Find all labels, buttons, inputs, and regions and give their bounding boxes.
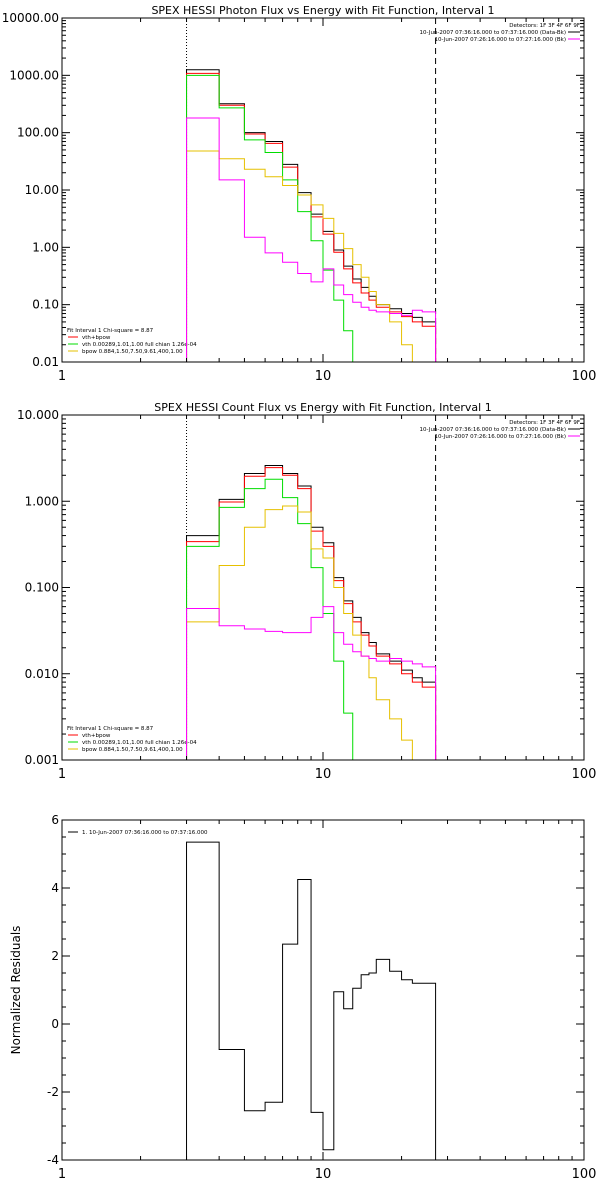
y-tick-label: 10.000 [17,408,59,422]
y-tick-label: 1.00 [32,240,59,254]
background_series-series-line [186,606,437,760]
y-tick-label: 0.100 [25,581,59,595]
y-tick-label: 10.00 [25,183,59,197]
y-tick-label: 0.10 [32,298,59,312]
count-data-interval-label: 10-Jun-2007 07:36:16.000 to 07:37:16.000… [420,427,566,433]
count-header-info: Detectors: 1F 3F 4F 6F 9F 10-Jun-2007 07… [420,420,580,440]
count-legend-item: vth 0.00289,1.01,1.00 full chian 1.26e-0… [82,740,197,746]
total-series-line [186,841,437,1160]
residuals-legend-item: 1. 10-Jun-2007 07:36:16.000 to 07:37:16.… [82,830,208,836]
y-tick-label: 0.01 [32,355,59,369]
x-tick-label: 1 [58,369,66,384]
y-tick-label: 1.000 [25,494,59,508]
photon-background-interval-label: 10-Jun-2007 07:26:16.000 to 07:27:16.000… [434,37,566,43]
count-chart-title: SPEX HESSI Count Flux vs Energy with Fit… [154,401,491,414]
bpow-series-line [186,150,437,362]
photon-x-tick-labels: 1 10 100 [58,369,597,384]
x-tick-label: 1 [58,1167,66,1182]
background_series-series-line [186,117,437,362]
photon-legend-heading: Fit Interval 1 Chi-square = 8.87 [67,328,154,334]
y-tick-label: 0.001 [25,753,59,767]
series-group [186,464,437,760]
photon-y-tick-labels: 0.01 0.10 1.00 10.00 100.00 1000.00 10000.00 [2,11,59,369]
x-tick-label: 100 [572,1167,597,1182]
bpow-series-line [186,505,437,760]
x-tick-label: 10 [315,369,332,384]
x-tick-label: 10 [315,767,332,782]
residuals-panel: Normalized Residuals -4 -2 0 2 4 6 1 10 100 1. … [9,813,596,1182]
x-tick-label: 100 [572,369,597,384]
y-tick-label: 0.010 [25,667,59,681]
residuals-legend: 1. 10-Jun-2007 07:36:16.000 to 07:37:16.… [68,830,208,836]
y-tick-label: 2 [51,949,59,963]
photon-legend-item: bpow 0.884,1.50,7.50,9.61,400,1.00 [82,349,183,355]
photon-chart-title: SPEX HESSI Photon Flux vs Energy with Fi… [151,4,494,17]
count-legend-item: bpow 0.884,1.50,7.50,9.61,400,1.00 [82,747,183,753]
photon-header-info: Detectors: 1F 3F 4F 6F 9F 10-Jun-2007 07… [420,23,580,43]
y-tick-label: 1000.00 [9,68,59,82]
photon-data-interval-label: 10-Jun-2007 07:36:16.000 to 07:37:16.000… [420,30,566,36]
y-tick-label: 0 [51,1017,59,1031]
series-group [186,841,437,1160]
y-tick-label: 100.00 [17,126,59,140]
count-y-tick-labels: 0.001 0.010 0.100 1.000 10.000 [17,408,59,767]
count-x-tick-labels: 1 10 100 [58,767,597,782]
count-detectors-label: Detectors: 1F 3F 4F 6F 9F [509,420,580,426]
x-tick-label: 100 [572,767,597,782]
count-flux-panel: SPEX HESSI Count Flux vs Energy with Fit… [17,401,596,782]
vth-series-line [186,74,437,362]
y-tick-label: 10000.00 [2,11,59,25]
series-group [186,69,437,362]
photon-legend-item: vth 0.00289,1.01,1.00 full chian 1.26e-0… [82,342,197,348]
y-tick-label: -4 [47,1153,59,1167]
count-legend: Fit Interval 1 Chi-square = 8.87 vth+bpo… [67,726,197,753]
count-background-interval-label: 10-Jun-2007 07:26:16.000 to 07:27:16.000… [434,434,566,440]
photon-legend: Fit Interval 1 Chi-square = 8.87 vth+bpo… [67,328,197,355]
plot-frame [61,17,585,363]
x-tick-label: 10 [315,1167,332,1182]
photon-detectors-label: Detectors: 1F 3F 4F 6F 9F [509,23,580,29]
x-tick-label: 1 [58,767,66,782]
y-tick-label: 4 [51,881,59,895]
photon-legend-item: vth+bpow [82,335,111,341]
y-tick-label: -2 [47,1085,59,1099]
plot-frame [61,819,585,1161]
residuals-y-tick-labels: -4 -2 0 2 4 6 [47,813,59,1167]
count-legend-item: vth+bpow [82,733,111,739]
y-tick-label: 6 [51,813,59,827]
photon-flux-panel: SPEX HESSI Photon Flux vs Energy with Fi… [2,4,597,384]
count-legend-heading: Fit Interval 1 Chi-square = 8.87 [67,726,154,732]
residuals-x-tick-labels: 1 10 100 [58,1167,597,1182]
residuals-y-axis-label: Normalized Residuals [9,926,23,1055]
